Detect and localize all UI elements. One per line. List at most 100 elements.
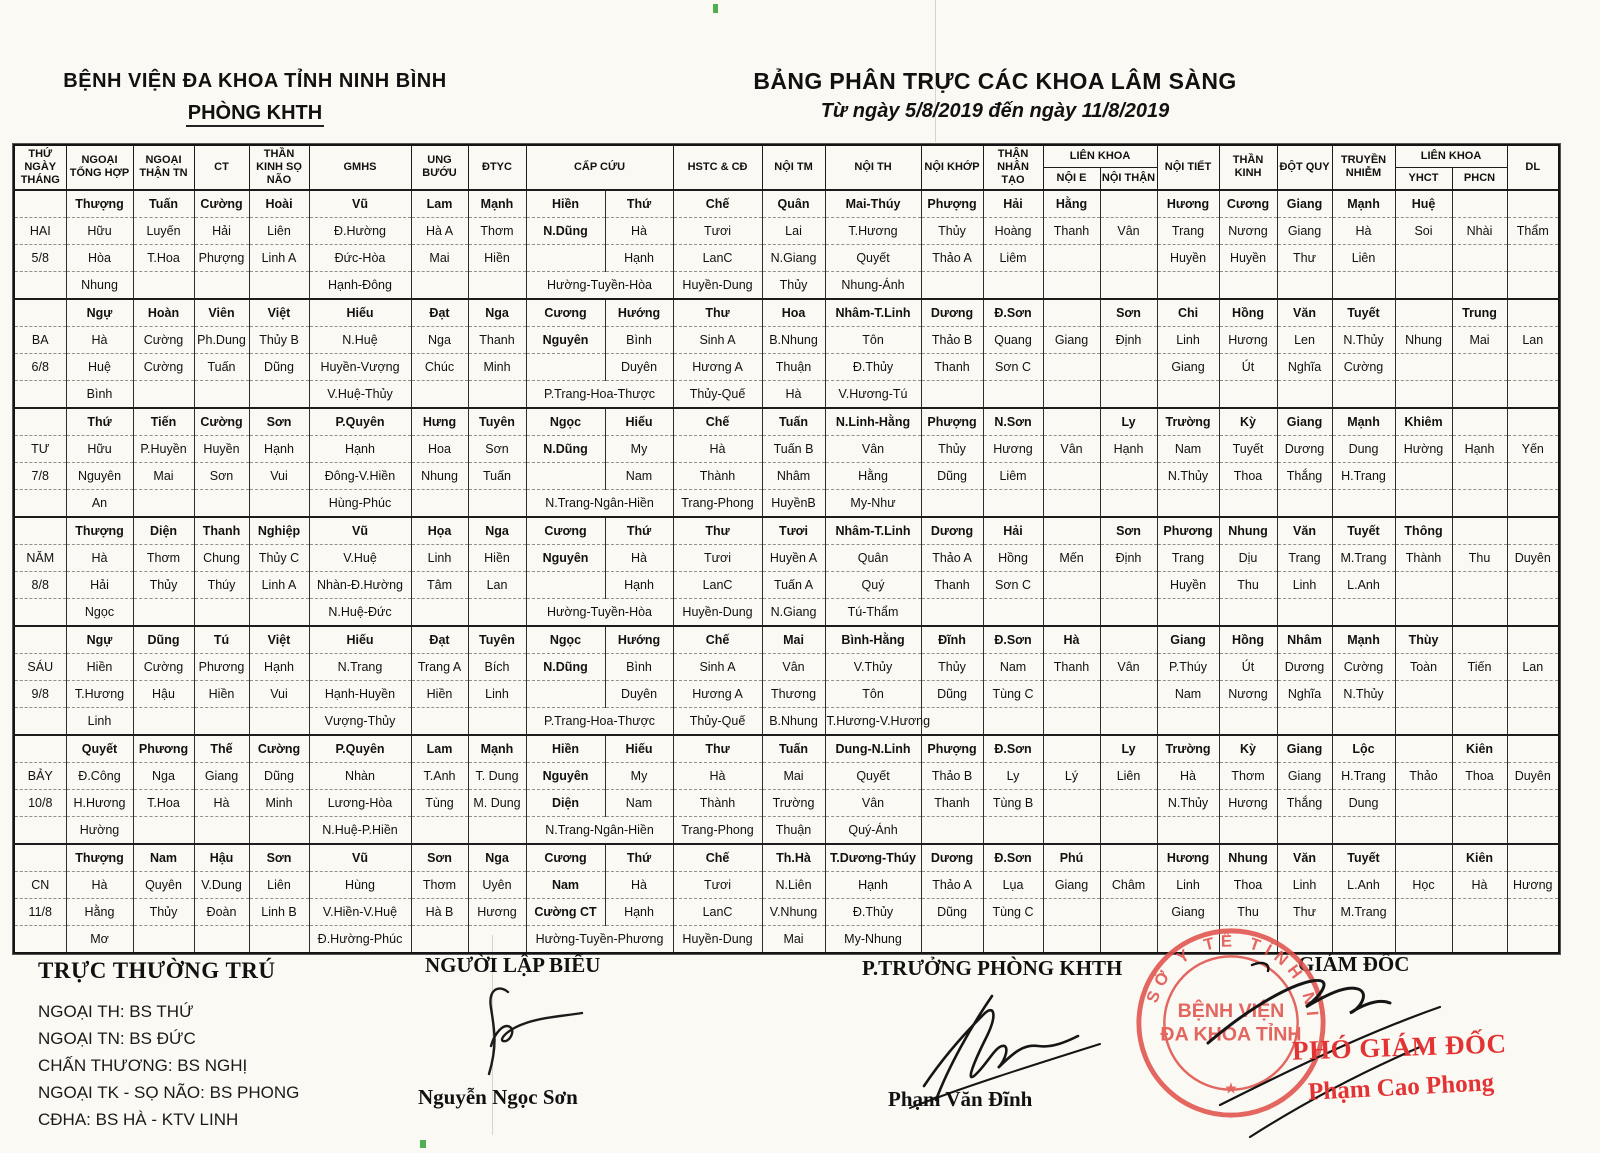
roster-cell: Lan — [467, 570, 527, 599]
roster-cell: Nhâm-T.Linh — [824, 297, 922, 327]
roster-cell: Vân — [1042, 434, 1101, 463]
roster-cell: Thơm — [132, 543, 195, 572]
roster-cell: Dũng — [248, 761, 310, 790]
roster-cell: Lam — [410, 733, 469, 763]
roster-cell: V.Thủy — [824, 652, 922, 681]
column-header: DL — [1506, 144, 1560, 191]
roster-cell: Ly — [1099, 733, 1158, 763]
roster-cell: Tuyên — [467, 624, 527, 654]
roster-cell: Nga — [132, 761, 195, 790]
stamp-star: ★ — [1224, 1081, 1238, 1098]
roster-cell: L.Anh — [1331, 870, 1396, 899]
roster-cell: Vân — [824, 434, 922, 463]
column-header: THẦN KINH SỌ NÃO — [248, 144, 310, 191]
roster-cell: T.Anh — [410, 761, 469, 790]
roster-cell: N.Huệ — [308, 325, 412, 354]
roster-cell — [1099, 788, 1158, 817]
document-header-right: BẢNG PHÂN TRỰC CÁC KHOA LÂM SÀNG Từ ngày… — [740, 68, 1250, 123]
roster-cell: Huyền — [193, 434, 250, 463]
roster-cell: Đ.Thủy — [824, 352, 922, 381]
roster-cell: Tùng B — [982, 788, 1044, 817]
preparer-title: NGƯỜI LẬP BIỂU — [425, 953, 601, 977]
day-cell: 8/8 — [13, 570, 67, 599]
roster-cell: Liên — [1099, 761, 1158, 790]
roster-cell: Ngự — [65, 624, 134, 654]
roster-cell: Tuấn A — [761, 570, 826, 599]
roster-cell: Linh — [1156, 870, 1220, 899]
roster-cell — [1451, 461, 1508, 490]
roster-cell: Hạnh-Huyền — [308, 679, 412, 708]
roster-cell: Mai — [761, 924, 826, 954]
roster-cell: Giang — [1156, 352, 1220, 381]
roster-cell: Nhàn — [308, 761, 412, 790]
roster-cell — [1042, 788, 1101, 817]
roster-cell — [1394, 815, 1453, 845]
roster-cell: Tùng C — [982, 679, 1044, 708]
roster-cell: Đoàn — [193, 897, 250, 926]
roster-cell: Mai — [410, 243, 469, 272]
roster-cell: Hùng — [308, 870, 412, 899]
roster-cell — [1394, 461, 1453, 490]
roster-cell: Mạnh — [467, 188, 527, 218]
roster-cell — [1099, 243, 1158, 272]
roster-cell — [1042, 406, 1101, 436]
roster-cell: Thủy — [920, 216, 984, 245]
roster-cell: L.Anh — [1331, 570, 1396, 599]
roster-cell: Thư — [672, 733, 763, 763]
roster-cell — [1506, 406, 1560, 436]
roster-cell: Cường — [132, 325, 195, 354]
hospital-stamp: SỞ Y TẾ TỈNH NINH BÌNH BỆNH VIỆN ĐA KHOA… — [1133, 925, 1326, 1118]
roster-cell — [1506, 706, 1560, 736]
roster-cell: V.Nhung — [761, 897, 826, 926]
roster-cell: Hương — [1218, 788, 1278, 817]
column-header: THỨ NGÀY THÁNG — [13, 144, 67, 191]
roster-cell: Trang — [1156, 543, 1220, 572]
roster-cell: Hà — [65, 325, 134, 354]
roster-cell: Thủy-Quế — [672, 379, 763, 409]
roster-cell: Hưng — [410, 406, 469, 436]
roster-cell: P.Thúy — [1156, 652, 1220, 681]
roster-cell: Huyền-Dung — [672, 597, 763, 627]
roster-cell: Ly — [1099, 406, 1158, 436]
column-header: LIÊN KHOA — [1394, 143, 1508, 168]
day-cell: HAI — [13, 216, 67, 245]
roster-cell — [193, 488, 250, 518]
column-header: ĐỘT QUY — [1276, 144, 1333, 191]
roster-cell: Nguyên — [65, 461, 134, 490]
roster-cell: Thủy — [761, 270, 826, 300]
roster-cell: Thư — [1276, 243, 1333, 272]
roster-cell: Thảo A — [920, 870, 984, 899]
roster-cell: Thanh — [1042, 216, 1101, 245]
roster-cell: Vân — [1099, 652, 1158, 681]
roster-cell: Lan — [1506, 652, 1560, 681]
roster-cell — [1218, 815, 1278, 845]
roster-cell — [1331, 488, 1396, 518]
roster-cell: Hà — [1451, 870, 1508, 899]
roster-cell: Vân — [824, 788, 922, 817]
roster-cell: Giang — [1276, 216, 1333, 245]
day-cell: SÁU — [13, 652, 67, 681]
roster-cell: Hương — [1218, 325, 1278, 354]
roster-cell — [1099, 461, 1158, 490]
roster-cell: Văn — [1276, 297, 1333, 327]
roster-cell — [1156, 270, 1220, 300]
roster-cell — [1276, 815, 1333, 845]
day-cell: 5/8 — [13, 243, 67, 272]
roster-cell: Hiền — [525, 733, 606, 763]
day-cell — [13, 488, 67, 518]
column-header: GMHS — [308, 144, 412, 191]
roster-cell: Chế — [672, 188, 763, 218]
roster-cell: Nam — [604, 788, 674, 817]
roster-cell — [1394, 297, 1453, 327]
roster-cell: Hà — [1331, 216, 1396, 245]
roster-cell: Phương — [1156, 515, 1220, 545]
roster-cell: Hạnh — [248, 652, 310, 681]
roster-cell: Út — [1218, 352, 1278, 381]
roster-cell: Thu — [1218, 570, 1278, 599]
scan-crease — [935, 0, 936, 142]
roster-cell: Thanh — [920, 788, 984, 817]
roster-cell — [525, 461, 606, 490]
roster-cell: Tươi — [672, 543, 763, 572]
roster-cell: V.Huệ — [308, 543, 412, 572]
roster-cell — [1276, 379, 1333, 409]
